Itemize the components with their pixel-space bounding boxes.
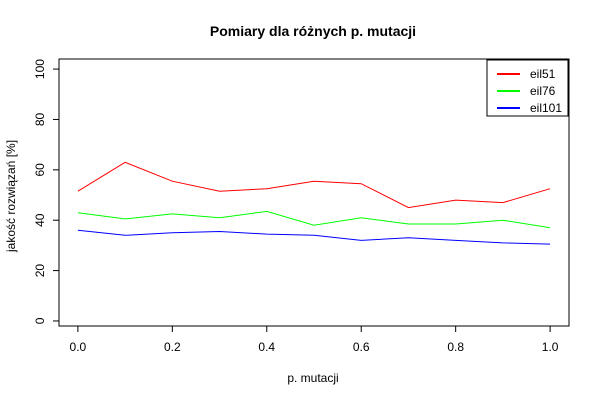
series-layer: [77, 161, 551, 245]
legend-label-eil51: eil51: [530, 67, 556, 81]
x-axis-label: p. mutacji: [287, 371, 338, 385]
x-axis: 0.0 0.2 0.4 0.6 0.8 1.0: [70, 325, 559, 354]
x-tick-label: 0.4: [258, 340, 275, 354]
y-tick-label: 40: [33, 213, 47, 227]
y-tick-label: 80: [33, 112, 47, 126]
y-tick-label: 0: [33, 317, 47, 324]
y-axis: 0 20 40 60 80 100: [33, 59, 60, 324]
chart-title: Pomiary dla różnych p. mutacji: [210, 23, 416, 39]
legend-box: [486, 59, 569, 117]
x-tick-label: 0.0: [70, 340, 87, 354]
x-tick-label: 0.6: [353, 340, 370, 354]
legend-label-eil76: eil76: [530, 84, 556, 98]
series-line-eil101: [77, 229, 551, 245]
x-tick-label: 1.0: [542, 340, 559, 354]
x-tick-label: 0.8: [447, 340, 464, 354]
y-tick-label: 20: [33, 264, 47, 278]
series-line-eil76: [77, 210, 551, 229]
x-tick-label: 0.2: [164, 340, 181, 354]
legend: eil51 eil76 eil101: [486, 59, 569, 117]
y-tick-label: 60: [33, 163, 47, 177]
y-tick-label: 100: [33, 59, 47, 79]
legend-label-eil101: eil101: [530, 101, 562, 115]
series-line-eil51: [77, 161, 551, 209]
y-axis-label: jakość rozwiązań [%]: [4, 140, 18, 253]
